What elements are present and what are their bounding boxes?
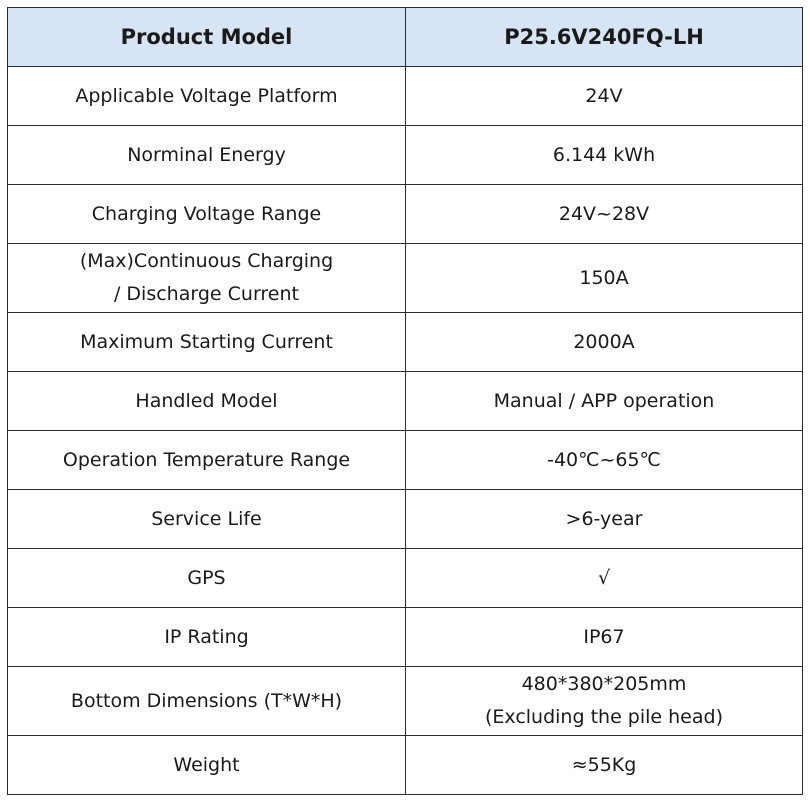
spec-value: -40℃~65℃ bbox=[405, 430, 803, 490]
spec-label: Charging Voltage Range bbox=[7, 184, 406, 244]
spec-value: 480*380*205mm (Excluding the pile head) bbox=[405, 666, 803, 736]
table-row: (Max)Continuous Charging / Discharge Cur… bbox=[7, 243, 803, 313]
table-row: IP Rating IP67 bbox=[7, 607, 803, 667]
header-label-cell: Product Model bbox=[7, 7, 406, 67]
spec-value: ≈55Kg bbox=[405, 735, 803, 795]
spec-label-line: / Discharge Current bbox=[113, 283, 299, 305]
spec-value: 2000A bbox=[405, 312, 803, 372]
table-row: Maximum Starting Current 2000A bbox=[7, 312, 803, 372]
product-spec-table: Product Model P25.6V240FQ-LH Applicable … bbox=[7, 7, 803, 795]
spec-value: √ bbox=[405, 548, 803, 608]
table-row: Handled Model Manual / APP operation bbox=[7, 371, 803, 431]
spec-value: 6.144 kWh bbox=[405, 125, 803, 185]
spec-value: Manual / APP operation bbox=[405, 371, 803, 431]
spec-value-line: (Excluding the pile head) bbox=[485, 706, 723, 728]
table-row: Service Life >6-year bbox=[7, 489, 803, 549]
table-row: Norminal Energy 6.144 kWh bbox=[7, 125, 803, 185]
table-row: GPS √ bbox=[7, 548, 803, 608]
spec-label: Norminal Energy bbox=[7, 125, 406, 185]
spec-value-line: 480*380*205mm bbox=[521, 673, 687, 695]
spec-label: Operation Temperature Range bbox=[7, 430, 406, 490]
spec-label: IP Rating bbox=[7, 607, 406, 667]
spec-value: 24V~28V bbox=[405, 184, 803, 244]
spec-value: >6-year bbox=[405, 489, 803, 549]
spec-value: 150A bbox=[405, 243, 803, 313]
table-row: Operation Temperature Range -40℃~65℃ bbox=[7, 430, 803, 490]
table-row: Applicable Voltage Platform 24V bbox=[7, 66, 803, 126]
spec-label: (Max)Continuous Charging / Discharge Cur… bbox=[7, 243, 406, 313]
table-row: Weight ≈55Kg bbox=[7, 735, 803, 795]
spec-label: GPS bbox=[7, 548, 406, 608]
spec-label: Weight bbox=[7, 735, 406, 795]
table-header-row: Product Model P25.6V240FQ-LH bbox=[7, 7, 803, 67]
spec-label: Applicable Voltage Platform bbox=[7, 66, 406, 126]
spec-label: Handled Model bbox=[7, 371, 406, 431]
spec-label: Service Life bbox=[7, 489, 406, 549]
header-model-cell: P25.6V240FQ-LH bbox=[405, 7, 803, 67]
spec-label: Bottom Dimensions (T*W*H) bbox=[7, 666, 406, 736]
table-row: Bottom Dimensions (T*W*H) 480*380*205mm … bbox=[7, 666, 803, 736]
spec-label-line: (Max)Continuous Charging bbox=[79, 250, 334, 272]
table-row: Charging Voltage Range 24V~28V bbox=[7, 184, 803, 244]
spec-value: 24V bbox=[405, 66, 803, 126]
spec-value: IP67 bbox=[405, 607, 803, 667]
spec-label: Maximum Starting Current bbox=[7, 312, 406, 372]
